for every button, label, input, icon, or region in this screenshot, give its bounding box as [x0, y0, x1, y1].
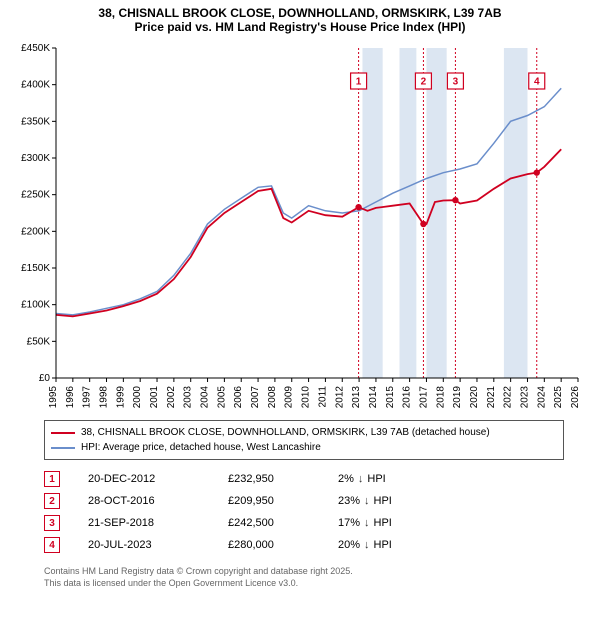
event-delta: 2% ↓ HPI — [338, 473, 458, 485]
svg-text:2019: 2019 — [452, 386, 463, 409]
chart-container: £0 £50K £100K £150K £200K £250K £300K £350K £400… — [10, 42, 590, 412]
svg-text:2002: 2002 — [166, 386, 177, 409]
svg-text:2010: 2010 — [301, 386, 312, 409]
svg-text:2005: 2005 — [216, 386, 227, 409]
event-marker-box: 1 — [44, 471, 60, 487]
svg-text:2008: 2008 — [267, 386, 278, 409]
event-marker-box: 4 — [44, 537, 60, 553]
event-delta: 20% ↓ HPI — [338, 539, 458, 551]
sale-event-row: 120-DEC-2012£232,9502% ↓ HPI — [44, 468, 564, 490]
footer-line-1: Contains HM Land Registry data © Crown c… — [44, 566, 353, 578]
title-line-2: Price paid vs. HM Land Registry's House … — [0, 20, 600, 34]
svg-text:2: 2 — [421, 77, 427, 88]
legend-swatch-blue — [51, 447, 75, 449]
svg-text:2004: 2004 — [200, 386, 211, 409]
svg-text:£250K: £250K — [21, 190, 50, 201]
svg-text:£150K: £150K — [21, 263, 50, 274]
svg-text:2023: 2023 — [519, 386, 530, 409]
event-date: 20-DEC-2012 — [60, 473, 228, 485]
sale-events-table: 120-DEC-2012£232,9502% ↓ HPI228-OCT-2016… — [44, 468, 564, 556]
arrow-down-icon: ↓ — [364, 539, 370, 551]
footer-line-2: This data is licensed under the Open Gov… — [44, 578, 353, 590]
svg-text:2017: 2017 — [418, 386, 429, 409]
chart-title-block: 38, CHISNALL BROOK CLOSE, DOWNHOLLAND, O… — [0, 0, 600, 35]
svg-text:2022: 2022 — [503, 386, 514, 409]
svg-text:1995: 1995 — [48, 386, 59, 409]
event-date: 21-SEP-2018 — [60, 517, 228, 529]
sale-event-row: 321-SEP-2018£242,50017% ↓ HPI — [44, 512, 564, 534]
legend-label: 38, CHISNALL BROOK CLOSE, DOWNHOLLAND, O… — [81, 425, 490, 440]
arrow-down-icon: ↓ — [364, 495, 370, 507]
arrow-down-icon: ↓ — [358, 473, 364, 485]
svg-text:£200K: £200K — [21, 226, 50, 237]
svg-text:1999: 1999 — [115, 386, 126, 409]
legend: 38, CHISNALL BROOK CLOSE, DOWNHOLLAND, O… — [44, 420, 564, 460]
svg-text:2013: 2013 — [351, 386, 362, 409]
event-price: £280,000 — [228, 539, 338, 551]
svg-text:2000: 2000 — [132, 386, 143, 409]
legend-label: HPI: Average price, detached house, West… — [81, 440, 321, 455]
event-delta: 17% ↓ HPI — [338, 517, 458, 529]
svg-text:2024: 2024 — [536, 386, 547, 409]
svg-text:2009: 2009 — [284, 386, 295, 409]
svg-text:2003: 2003 — [183, 386, 194, 409]
svg-text:2025: 2025 — [553, 386, 564, 409]
svg-text:1: 1 — [356, 77, 362, 88]
line-chart: £0 £50K £100K £150K £200K £250K £300K £350K £400… — [10, 42, 590, 412]
event-marker-box: 2 — [44, 493, 60, 509]
sale-event-row: 228-OCT-2016£209,95023% ↓ HPI — [44, 490, 564, 512]
svg-text:2021: 2021 — [486, 386, 497, 409]
svg-text:2006: 2006 — [233, 386, 244, 409]
svg-text:2011: 2011 — [317, 386, 328, 408]
svg-text:£100K: £100K — [21, 300, 50, 311]
event-date: 28-OCT-2016 — [60, 495, 228, 507]
event-marker-box: 3 — [44, 515, 60, 531]
event-price: £209,950 — [228, 495, 338, 507]
event-price: £242,500 — [228, 517, 338, 529]
legend-item-price-paid: 38, CHISNALL BROOK CLOSE, DOWNHOLLAND, O… — [51, 425, 557, 440]
svg-text:£0: £0 — [39, 373, 51, 384]
svg-text:2007: 2007 — [250, 386, 261, 409]
svg-text:2015: 2015 — [385, 386, 396, 409]
svg-text:£300K: £300K — [21, 153, 50, 164]
svg-text:£350K: £350K — [21, 116, 50, 127]
svg-text:3: 3 — [453, 77, 459, 88]
svg-text:£50K: £50K — [27, 336, 51, 347]
svg-text:1996: 1996 — [65, 386, 76, 409]
svg-text:4: 4 — [534, 77, 540, 88]
event-delta: 23% ↓ HPI — [338, 495, 458, 507]
svg-text:1998: 1998 — [99, 386, 110, 409]
title-line-1: 38, CHISNALL BROOK CLOSE, DOWNHOLLAND, O… — [0, 6, 600, 20]
svg-text:2018: 2018 — [435, 386, 446, 409]
svg-text:£400K: £400K — [21, 80, 50, 91]
svg-text:2012: 2012 — [334, 386, 345, 409]
footer-note: Contains HM Land Registry data © Crown c… — [44, 566, 353, 589]
legend-swatch-red — [51, 432, 75, 434]
arrow-down-icon: ↓ — [364, 517, 370, 529]
sale-event-row: 420-JUL-2023£280,00020% ↓ HPI — [44, 534, 564, 556]
svg-text:2014: 2014 — [368, 386, 379, 409]
legend-item-hpi: HPI: Average price, detached house, West… — [51, 440, 557, 455]
svg-text:2026: 2026 — [570, 386, 581, 409]
svg-text:£450K: £450K — [21, 43, 50, 54]
svg-text:1997: 1997 — [82, 386, 93, 409]
event-date: 20-JUL-2023 — [60, 539, 228, 551]
svg-text:2016: 2016 — [402, 386, 413, 409]
event-price: £232,950 — [228, 473, 338, 485]
svg-text:2001: 2001 — [149, 386, 160, 409]
svg-text:2020: 2020 — [469, 386, 480, 409]
